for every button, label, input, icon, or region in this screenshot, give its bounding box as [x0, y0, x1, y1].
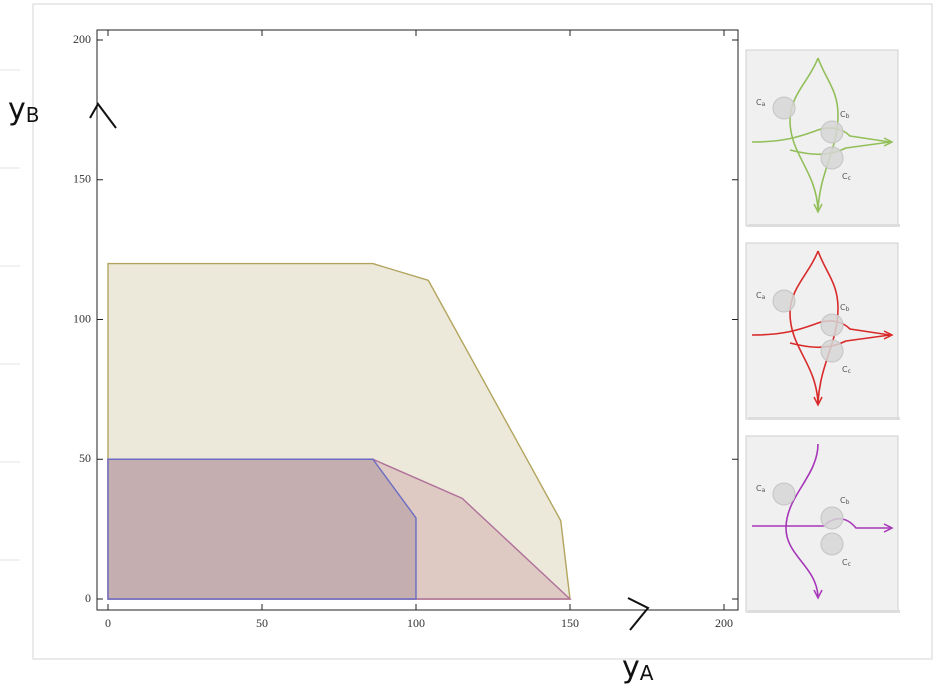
- x-axis-label-sub: A: [640, 661, 654, 685]
- x-tick-label: 200: [715, 616, 733, 630]
- inset-curve: [785, 443, 819, 597]
- inset-label-sub: a: [762, 487, 766, 494]
- inset-node: [820, 313, 844, 337]
- x-tick-label: 150: [561, 616, 579, 630]
- y-arrow: [89, 102, 117, 129]
- inset-label-sub: b: [846, 113, 850, 120]
- inset-label-base: C: [840, 496, 846, 505]
- inset-label-sub: c: [848, 561, 851, 568]
- inset-node: [820, 146, 844, 170]
- inset-box: [745, 49, 899, 227]
- inset-label-base: C: [842, 365, 848, 374]
- inset-shadow: [748, 417, 900, 420]
- inset-node: [820, 506, 844, 530]
- inset-label-base: C: [842, 172, 848, 181]
- inset-label-base: C: [756, 98, 762, 107]
- inset-label: Cb: [840, 110, 850, 120]
- inset-node: [772, 96, 796, 120]
- x-tick-label: 0: [105, 616, 111, 630]
- inset-label-sub: c: [848, 368, 851, 375]
- side-lines: [0, 69, 20, 561]
- inset-box: [745, 435, 899, 613]
- inset-box: [745, 242, 899, 420]
- y-tick-label: 50: [79, 451, 91, 465]
- inset-label: Cc: [842, 365, 851, 375]
- inset-label: Ca: [756, 484, 766, 494]
- inset-label: Cc: [842, 172, 851, 182]
- inset-label: Cc: [842, 558, 851, 568]
- inset-label-base: C: [840, 110, 846, 119]
- x-axis-label: yA: [622, 650, 654, 685]
- inset-label: Cb: [840, 496, 850, 506]
- y-axis-label-base: y: [8, 92, 26, 127]
- inset-curve: [751, 127, 891, 143]
- inset-curve: [751, 320, 891, 336]
- inset-node: [772, 289, 796, 313]
- inset-label-base: C: [756, 484, 762, 493]
- inset-label-sub: a: [762, 101, 766, 108]
- y-tick-label: 0: [85, 591, 91, 605]
- x-tick-label: 100: [407, 616, 425, 630]
- inset-label-base: C: [840, 303, 846, 312]
- inset-arrow: [813, 523, 894, 600]
- inset-curve: [817, 250, 839, 404]
- inset-node: [772, 482, 796, 506]
- inset-curve: [789, 57, 819, 211]
- inset-shadow: [748, 224, 900, 227]
- inset-label: Ca: [756, 98, 766, 108]
- y-axis-label: yB: [8, 92, 40, 127]
- y-tick-label: 150: [73, 172, 91, 186]
- inset-label-sub: a: [762, 294, 766, 301]
- inset-label-sub: b: [846, 499, 850, 506]
- inset-curve: [789, 141, 891, 156]
- inset-label-base: C: [756, 291, 762, 300]
- y-tick-label: 100: [73, 311, 91, 325]
- y-tick-label: 200: [73, 32, 91, 46]
- x-axis-label-base: y: [622, 650, 640, 685]
- inset-curve: [817, 57, 839, 211]
- inset-arrow: [813, 137, 894, 214]
- inset-node: [820, 532, 844, 556]
- x-arrow: [627, 597, 650, 631]
- inset-arrow: [813, 330, 894, 407]
- inset-label: Cb: [840, 303, 850, 313]
- inset-label-sub: b: [846, 306, 850, 313]
- region: [107, 458, 417, 600]
- inset-curve: [789, 250, 819, 404]
- x-tick-label: 50: [256, 616, 268, 630]
- inset-label: Ca: [756, 291, 766, 301]
- y-axis-label-sub: B: [26, 103, 40, 127]
- inset-node: [820, 120, 844, 144]
- inset-node: [820, 339, 844, 363]
- inset-label-base: C: [842, 558, 848, 567]
- inset-label-sub: c: [848, 175, 851, 182]
- inset-curve: [789, 334, 891, 349]
- inset-shadow: [748, 610, 900, 613]
